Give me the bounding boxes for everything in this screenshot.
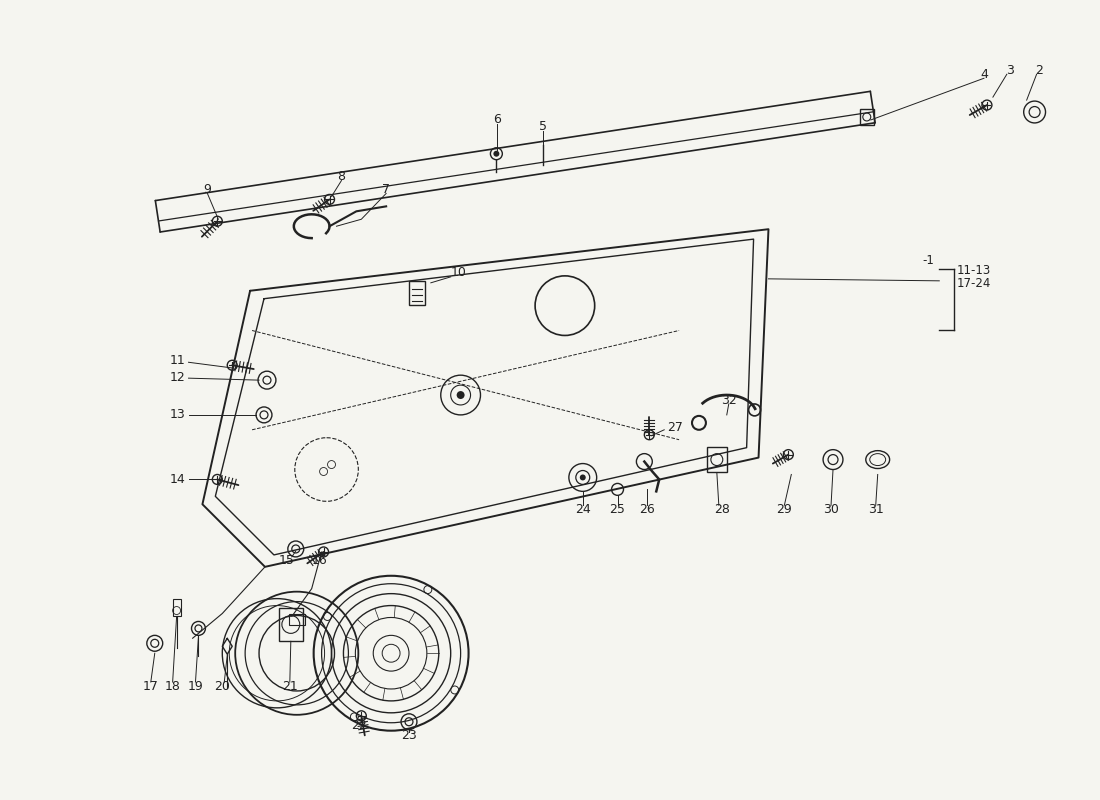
Text: 21: 21 [282, 679, 298, 693]
Text: 12: 12 [169, 370, 186, 384]
Text: 20: 20 [214, 679, 230, 693]
Text: 7: 7 [382, 183, 390, 196]
Text: 18: 18 [165, 679, 180, 693]
Text: 9: 9 [204, 183, 211, 196]
Text: 19: 19 [188, 679, 204, 693]
Text: 30: 30 [823, 502, 839, 516]
Text: 27: 27 [668, 422, 683, 434]
Text: 4: 4 [980, 68, 988, 81]
Text: 11-13: 11-13 [957, 264, 991, 277]
Text: 13: 13 [169, 408, 186, 422]
Text: 24: 24 [575, 502, 591, 516]
Text: 29: 29 [777, 502, 792, 516]
Text: 31: 31 [868, 502, 883, 516]
Text: 2: 2 [1035, 64, 1043, 77]
Text: 22: 22 [352, 719, 367, 732]
Text: 10: 10 [451, 266, 466, 279]
Circle shape [456, 391, 464, 399]
Text: 15: 15 [279, 554, 295, 567]
Text: 32: 32 [720, 394, 737, 406]
Text: 17-24: 17-24 [957, 277, 991, 290]
Text: 25: 25 [609, 502, 626, 516]
Text: 11: 11 [169, 354, 186, 366]
Text: 28: 28 [714, 502, 729, 516]
Text: 6: 6 [494, 114, 502, 126]
Text: 23: 23 [402, 729, 417, 742]
Text: -1: -1 [923, 254, 934, 267]
Text: 8: 8 [338, 170, 345, 183]
Text: 5: 5 [539, 121, 547, 134]
Text: 3: 3 [1005, 64, 1014, 77]
Circle shape [580, 474, 585, 481]
Text: 17: 17 [143, 679, 158, 693]
Text: 16: 16 [311, 554, 328, 567]
Circle shape [494, 150, 499, 157]
Text: 26: 26 [639, 502, 656, 516]
Text: 14: 14 [169, 473, 186, 486]
